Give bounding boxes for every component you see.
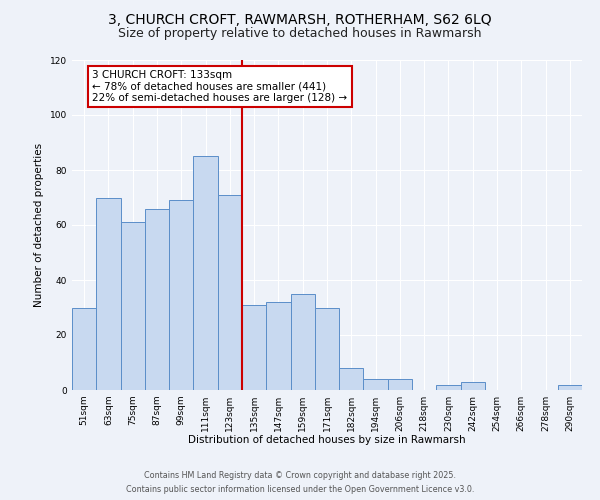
- Bar: [290, 294, 315, 390]
- X-axis label: Distribution of detached houses by size in Rawmarsh: Distribution of detached houses by size …: [188, 436, 466, 446]
- Text: Contains HM Land Registry data © Crown copyright and database right 2025.
Contai: Contains HM Land Registry data © Crown c…: [126, 472, 474, 494]
- Bar: [436, 384, 461, 390]
- Bar: [364, 379, 388, 390]
- Text: Size of property relative to detached houses in Rawmarsh: Size of property relative to detached ho…: [118, 28, 482, 40]
- Bar: [145, 208, 169, 390]
- Bar: [169, 200, 193, 390]
- Text: 3 CHURCH CROFT: 133sqm
← 78% of detached houses are smaller (441)
22% of semi-de: 3 CHURCH CROFT: 133sqm ← 78% of detached…: [92, 70, 347, 103]
- Bar: [193, 156, 218, 390]
- Bar: [388, 379, 412, 390]
- Text: 3, CHURCH CROFT, RAWMARSH, ROTHERHAM, S62 6LQ: 3, CHURCH CROFT, RAWMARSH, ROTHERHAM, S6…: [108, 12, 492, 26]
- Bar: [266, 302, 290, 390]
- Bar: [121, 222, 145, 390]
- Bar: [242, 304, 266, 390]
- Bar: [339, 368, 364, 390]
- Bar: [218, 194, 242, 390]
- Bar: [558, 384, 582, 390]
- Bar: [461, 382, 485, 390]
- Bar: [315, 308, 339, 390]
- Y-axis label: Number of detached properties: Number of detached properties: [34, 143, 44, 307]
- Bar: [72, 308, 96, 390]
- Bar: [96, 198, 121, 390]
